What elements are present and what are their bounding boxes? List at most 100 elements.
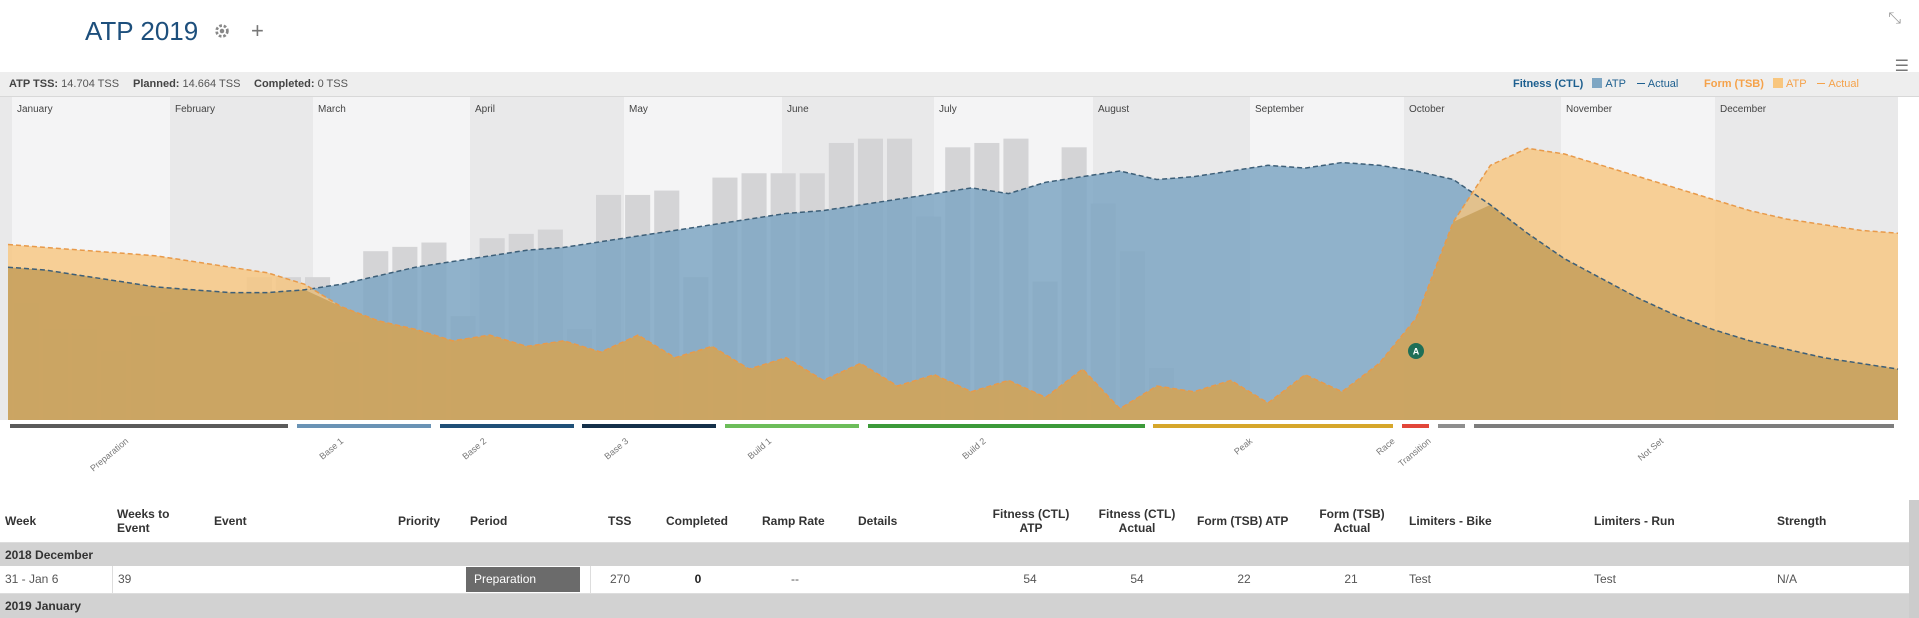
cell-tsb-atp: 22	[1237, 572, 1251, 586]
atp-tss-stat: ATP TSS: 14.704 TSS	[9, 72, 119, 96]
form-legend: Form (TSB) ATP Actual	[1704, 72, 1859, 96]
cell-tsb-actual: 21	[1344, 572, 1358, 586]
col-ctl-actual[interactable]: Fitness (CTL) Actual	[1098, 507, 1176, 535]
period-label: Base 1	[317, 436, 345, 462]
col-completed[interactable]: Completed	[666, 514, 729, 528]
cell-completed: 0	[694, 572, 702, 586]
fitness-legend-label: Fitness (CTL)	[1513, 78, 1584, 90]
period-bar	[1474, 424, 1894, 428]
cell-strength[interactable]: N/A	[1777, 572, 1798, 586]
completed-value: 0 TSS	[317, 78, 348, 90]
col-period[interactable]: Period	[470, 514, 508, 528]
period-bar	[868, 424, 1145, 428]
planned-value: 14.664 TSS	[182, 78, 241, 90]
month-label: May	[629, 104, 648, 115]
period-bar	[725, 424, 859, 428]
fitness-ctl-line	[7, 161, 1899, 370]
table-row[interactable]: 31 - Jan 6 39 Preparation 270 0 -- 54 54…	[0, 566, 1909, 594]
col-priority[interactable]: Priority	[398, 514, 441, 528]
month-label: November	[1566, 104, 1613, 115]
cell-weeks-to-event: 39	[112, 566, 131, 593]
vertical-scrollbar[interactable]	[1909, 500, 1919, 618]
period-bar	[10, 424, 288, 428]
col-weeks-to-event[interactable]: Weeks to Event	[117, 507, 170, 535]
atp-tss-label: ATP TSS:	[9, 78, 59, 90]
period-bar	[582, 424, 716, 428]
form-actual-line	[1817, 83, 1826, 84]
atp-chart[interactable]: January February March April May June July Augu…	[0, 97, 1919, 497]
month-label: October	[1409, 104, 1445, 115]
month-label: February	[175, 104, 215, 115]
group-row-january[interactable]: 2019 January	[0, 594, 1909, 618]
col-tss[interactable]: TSS	[608, 514, 632, 528]
hamburger-menu-icon[interactable]: ☰	[1894, 58, 1909, 75]
period-bar	[1402, 424, 1429, 428]
period-label: Base 2	[460, 436, 488, 462]
collapse-arrows-icon[interactable]: ⤡	[1888, 10, 1901, 27]
period-label: Base 3	[602, 436, 630, 462]
fitness-legend: Fitness (CTL) ATP Actual	[1513, 72, 1678, 96]
table-header: Week Weeks to Event Event Priority Perio…	[0, 500, 1909, 543]
month-label: August	[1098, 104, 1129, 115]
form-atp-swatch	[1772, 78, 1783, 88]
period-label: Race	[1374, 436, 1397, 457]
form-tsb-line	[7, 147, 1899, 410]
gear-icon[interactable]	[213, 20, 231, 46]
period-label: Peak	[1232, 436, 1255, 457]
period-label: Preparation	[88, 436, 130, 474]
overlap-area	[8, 204, 1898, 420]
fitness-atp-swatch	[1592, 78, 1603, 88]
month-label: December	[1720, 104, 1767, 115]
plus-icon[interactable]: +	[251, 18, 264, 43]
cell-week: 31 - Jan 6	[5, 572, 59, 586]
cell-limiters-bike[interactable]: Test	[1409, 572, 1432, 586]
month-label: April	[475, 104, 495, 115]
col-event[interactable]: Event	[214, 514, 247, 528]
period-bar	[440, 424, 574, 428]
period-bar	[297, 424, 431, 428]
form-actual-legend[interactable]: Actual	[1828, 78, 1859, 90]
period-bar	[1438, 424, 1465, 428]
page-title: ATP 2019	[85, 16, 199, 46]
planned-stat: Planned: 14.664 TSS	[133, 72, 240, 96]
atp-tss-value: 14.704 TSS	[61, 78, 120, 90]
form-legend-label: Form (TSB)	[1704, 78, 1764, 90]
col-details[interactable]: Details	[858, 514, 898, 528]
race-priority-label: A	[1413, 347, 1420, 357]
period-label: Build 1	[746, 436, 774, 461]
period-label: Not Set	[1636, 436, 1666, 463]
col-ramp-rate[interactable]: Ramp Rate	[762, 514, 825, 528]
cell-tss: 270	[590, 566, 649, 593]
month-label: March	[318, 104, 346, 115]
cell-ctl-actual: 54	[1130, 572, 1144, 586]
group-label: 2018 December	[5, 548, 94, 562]
month-label: June	[787, 104, 809, 115]
cell-limiters-run[interactable]: Test	[1594, 572, 1617, 586]
fitness-atp-legend[interactable]: ATP	[1605, 78, 1626, 90]
planned-label: Planned:	[133, 78, 180, 90]
month-label: January	[17, 104, 53, 115]
completed-stat: Completed: 0 TSS	[254, 72, 348, 96]
col-ctl-atp[interactable]: Fitness (CTL) ATP	[992, 507, 1070, 535]
group-label: 2019 January	[5, 599, 82, 613]
col-limiters-run[interactable]: Limiters - Run	[1594, 514, 1675, 528]
cell-period[interactable]: Preparation	[466, 567, 580, 592]
trophy-icon	[1408, 343, 1424, 359]
group-row-december[interactable]: 2018 December	[0, 543, 1909, 567]
fitness-actual-line	[1636, 83, 1645, 84]
period-label: Build 2	[960, 436, 988, 461]
col-tsb-actual[interactable]: Form (TSB) Actual	[1319, 507, 1385, 535]
form-atp-legend[interactable]: ATP	[1785, 78, 1807, 90]
cell-ramp-rate: --	[791, 572, 799, 586]
cell-ctl-atp: 54	[1023, 572, 1037, 586]
month-label: July	[939, 104, 957, 115]
stats-bar: ATP TSS: 14.704 TSS Planned: 14.664 TSS …	[0, 72, 1919, 97]
col-limiters-bike[interactable]: Limiters - Bike	[1409, 514, 1492, 528]
period-bar	[1153, 424, 1393, 428]
col-strength[interactable]: Strength	[1777, 514, 1827, 528]
col-week[interactable]: Week	[5, 514, 37, 528]
col-tsb-atp[interactable]: Form (TSB) ATP	[1197, 514, 1289, 528]
completed-label: Completed:	[254, 78, 315, 90]
month-label: September	[1255, 104, 1305, 115]
fitness-actual-legend[interactable]: Actual	[1647, 78, 1679, 90]
